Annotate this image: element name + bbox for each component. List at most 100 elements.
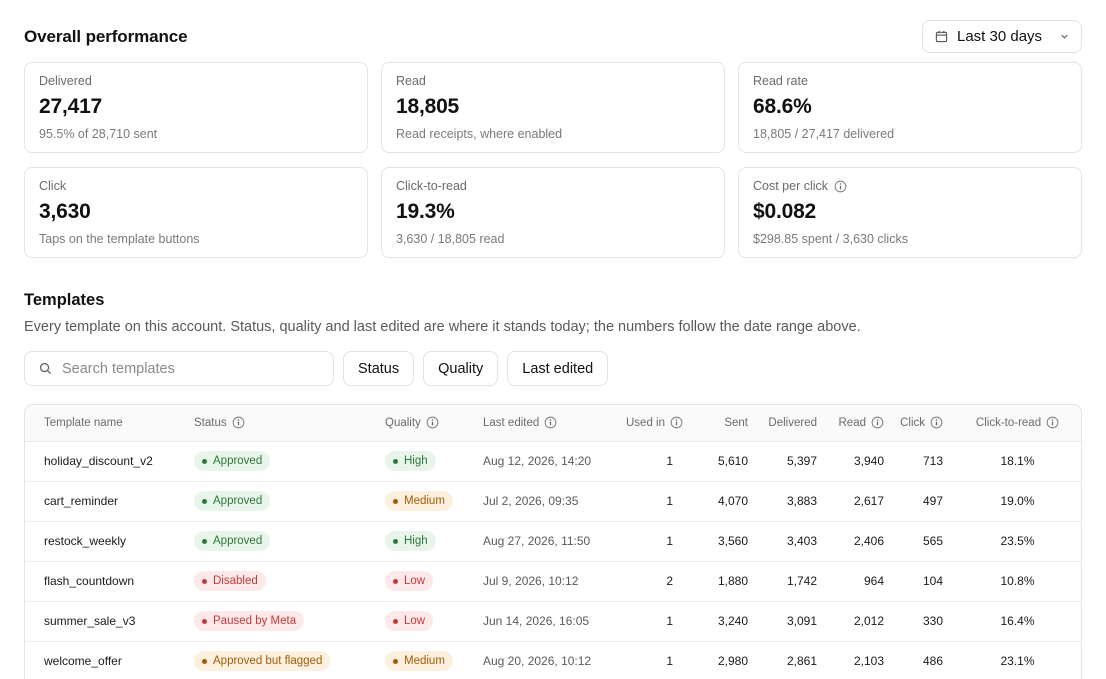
quality-dot [393,538,398,544]
metric-label: Read rate [753,74,1067,88]
quality-cell: Medium [385,481,483,522]
status-text: Approved but flagged [213,655,323,667]
template-name[interactable]: summer_sale_v3 [25,601,194,642]
quality-text: High [404,455,428,467]
click-cell: 565 [890,521,952,562]
click-cell: 486 [890,641,952,679]
quality-dot [393,618,398,624]
column-header[interactable]: Template name [25,405,194,442]
read-cell: 3,940 [821,441,890,482]
metric-label-text: Cost per click [753,179,829,193]
used-in-cell: 1 [613,521,687,562]
metric-subtext: Read receipts, where enabled [396,127,563,141]
column-header-label: Template name [44,416,123,429]
column-header[interactable]: Status [194,405,385,442]
table-row[interactable]: flash_countdown Disabled Low Jul 9, 2026, 1… [25,561,1081,602]
status-text: Approved [213,535,263,547]
delivered-cell: 5,397 [752,441,821,482]
column-header[interactable]: Delivered [752,405,821,442]
templates-table: Template name Status Quality Last edited Use… [24,404,1082,679]
search-input[interactable] [62,360,312,377]
table-row[interactable]: welcome_offer Approved but flagged Medium A… [25,641,1081,679]
quality-cell: Low [385,601,483,642]
column-header[interactable]: Sent [687,405,752,442]
used-in-cell: 1 [613,481,687,522]
status-cell: Approved [194,521,385,562]
last-edited-cell: Jun 14, 2026, 16:05 [483,601,613,642]
table-row[interactable]: cart_reminder Approved Medium Jul 2, 2026, … [25,481,1081,522]
column-header[interactable]: Read [821,405,890,442]
quality-cell: Low [385,561,483,602]
template-name[interactable]: welcome_offer [25,641,194,679]
quality-badge: High [385,531,436,551]
info-icon[interactable] [544,416,557,429]
column-header[interactable]: Quality [385,405,483,442]
quality-dot [393,658,398,664]
sent-cell: 3,560 [687,521,752,562]
info-icon[interactable] [1046,416,1059,429]
quality-dot [393,578,398,584]
status-text: Approved [213,455,263,467]
column-header-label: Used in [626,416,665,429]
quality-badge: Medium [385,651,453,671]
column-header-label: Read [838,416,867,429]
template-name[interactable]: cart_reminder [25,481,194,522]
metric-label-text: Delivered [39,74,92,88]
info-icon[interactable] [834,180,847,193]
info-icon[interactable] [930,416,943,429]
info-icon[interactable] [232,416,245,429]
sent-cell: 4,070 [687,481,752,522]
sent-cell: 5,610 [687,441,752,482]
metric-card: Read rate 68.6% 18,805 / 27,417 delivered [738,62,1082,153]
search-box [24,351,334,386]
metric-subtext: 3,630 / 18,805 read [396,232,505,246]
status-filter-button[interactable]: Status [343,351,415,386]
metric-label: Click [39,179,353,193]
column-header[interactable]: Used in [613,405,687,442]
table-header: Template name Status Quality Last edited Use… [25,405,1081,442]
status-dot [202,618,207,624]
column-header-label: Click [900,416,925,429]
template-name[interactable]: restock_weekly [25,521,194,562]
date-range-button[interactable]: Last 30 days [922,20,1082,53]
read-cell: 2,103 [821,641,890,679]
used-in-cell: 1 [613,601,687,642]
chevron-down-icon [1061,34,1068,39]
quality-text: High [404,535,428,547]
status-cell: Approved but flagged [194,641,385,679]
quality-badge: Medium [385,491,453,511]
last-edited-cell: Jul 2, 2026, 09:35 [483,481,613,522]
table-row[interactable]: holiday_discount_v2 Approved High Aug 12, 2… [25,441,1081,482]
info-icon[interactable] [871,416,884,429]
column-header[interactable]: Click-to-read [952,405,1081,442]
column-header-label: Last edited [483,416,540,429]
last-edited-filter-button[interactable]: Last edited [507,351,609,386]
metric-label: Click-to-read [396,179,710,193]
quality-badge: High [385,451,436,471]
info-icon[interactable] [670,416,683,429]
quality-cell: High [385,521,483,562]
metric-subtext: 18,805 / 27,417 delivered [753,127,895,141]
quality-filter-button[interactable]: Quality [423,351,499,386]
template-name[interactable]: holiday_discount_v2 [25,441,194,482]
column-header[interactable]: Click [890,405,952,442]
table-row[interactable]: restock_weekly Approved High Aug 27, 2026, … [25,521,1081,562]
templates-title: Templates [24,291,105,309]
status-cell: Approved [194,481,385,522]
quality-text: Medium [404,655,445,667]
delivered-cell: 3,091 [752,601,821,642]
column-header[interactable]: Last edited [483,405,613,442]
quality-cell: High [385,441,483,482]
status-dot [202,458,207,464]
template-name[interactable]: flash_countdown [25,561,194,602]
status-dot [202,498,207,504]
click-cell: 497 [890,481,952,522]
status-badge: Approved [194,531,271,551]
status-cell: Approved [194,441,385,482]
info-icon[interactable] [426,416,439,429]
search-icon [39,362,52,375]
table-row[interactable]: summer_sale_v3 Paused by Meta Low Jun 14, 2… [25,601,1081,642]
quality-badge: Low [385,571,434,591]
metric-label-text: Read [396,74,426,88]
metric-label: Read [396,74,710,88]
